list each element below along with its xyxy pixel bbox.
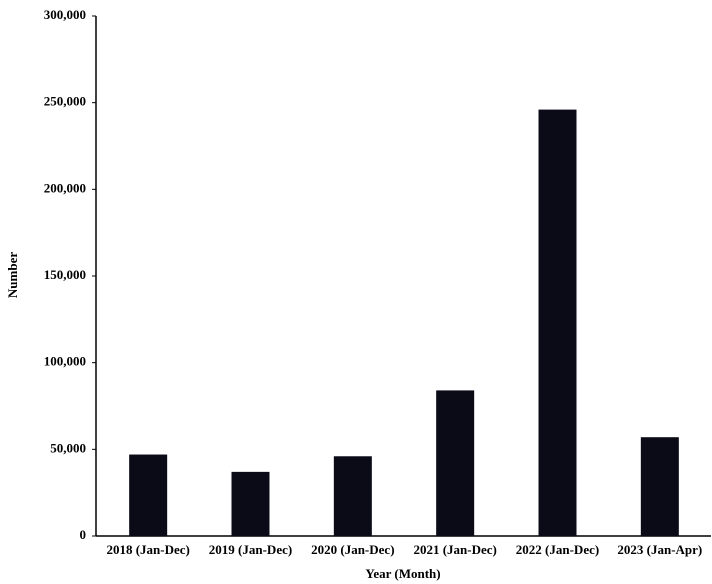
bar — [640, 437, 679, 536]
bar — [538, 109, 577, 536]
y-tick-label: 50,000 — [50, 440, 86, 455]
x-tick-label: 2022 (Jan-Dec) — [516, 542, 599, 557]
bar — [129, 454, 168, 536]
y-tick-label: 100,000 — [44, 354, 86, 369]
y-tick-label: 0 — [80, 527, 87, 542]
y-tick-label: 200,000 — [44, 180, 86, 195]
x-tick-label: 2019 (Jan-Dec) — [209, 542, 292, 557]
bar — [436, 390, 475, 536]
y-tick-label: 250,000 — [44, 94, 86, 109]
y-tick-label: 150,000 — [44, 267, 86, 282]
bar — [333, 456, 372, 536]
bar — [231, 471, 270, 536]
x-tick-label: 2021 (Jan-Dec) — [413, 542, 496, 557]
y-axis-label: Number — [5, 252, 20, 298]
x-tick-label: 2018 (Jan-Dec) — [106, 542, 189, 557]
y-tick-label: 300,000 — [44, 7, 86, 22]
x-tick-label: 2020 (Jan-Dec) — [311, 542, 394, 557]
x-axis-label: Year (Month) — [365, 566, 440, 581]
x-tick-label: 2023 (Jan-Apr) — [617, 542, 702, 557]
